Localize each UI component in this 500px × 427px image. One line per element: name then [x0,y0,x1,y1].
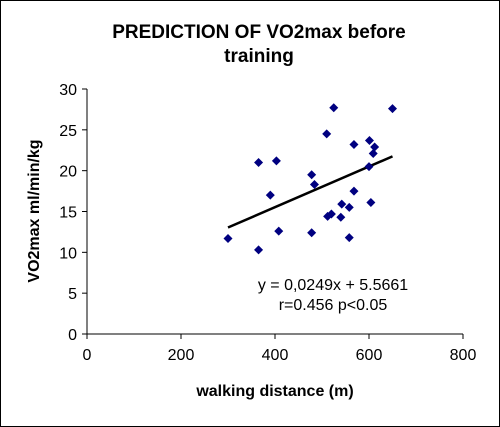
scatter-points [223,103,397,255]
y-tick-label: 30 [59,82,77,99]
data-point [265,190,275,200]
data-point [388,104,397,114]
x-tick-label: 0 [83,347,92,364]
chart-title-line-1: PREDICTION OF VO2max before [112,22,406,43]
x-tick-label: 400 [262,347,289,364]
data-point [254,245,264,255]
regression-equation: y = 0,0249x + 5.5661 [258,277,408,294]
data-point [364,162,374,172]
data-point [274,226,284,236]
data-point [364,135,374,145]
correlation-stats: r=0.456 p<0.05 [279,297,388,314]
y-ticks: 0 5 10 15 20 25 30 [59,82,87,344]
x-ticks: 0 200 400 600 800 [83,334,477,364]
data-point [307,170,317,180]
chart-title-line-2: training [224,46,294,67]
x-tick-label: 800 [450,347,477,364]
data-point [366,198,376,208]
data-point [344,233,354,243]
data-point [254,158,264,167]
data-point [344,202,354,212]
data-point [337,199,347,209]
data-point [307,228,317,238]
y-tick-label: 15 [59,205,77,222]
data-point [368,149,378,159]
data-point [336,212,346,222]
trend-line [227,155,393,229]
y-axis-label: VO2max ml/min/kg [26,139,43,282]
data-point [329,103,339,113]
axes [86,89,463,335]
y-tick-label: 25 [59,123,77,140]
y-tick-label: 10 [59,245,77,262]
data-point [322,129,332,139]
x-tick-label: 600 [356,347,383,364]
data-point [326,209,336,219]
data-point [349,140,359,150]
y-tick-label: 20 [59,164,77,181]
y-tick-label: 5 [68,286,77,303]
data-point [271,156,281,166]
x-tick-label: 200 [168,347,195,364]
data-point [309,180,319,190]
y-tick-label: 0 [68,327,77,344]
x-axis-label: walking distance (m) [195,383,353,400]
data-point [223,233,233,243]
data-point [370,142,380,152]
data-point [349,186,359,196]
